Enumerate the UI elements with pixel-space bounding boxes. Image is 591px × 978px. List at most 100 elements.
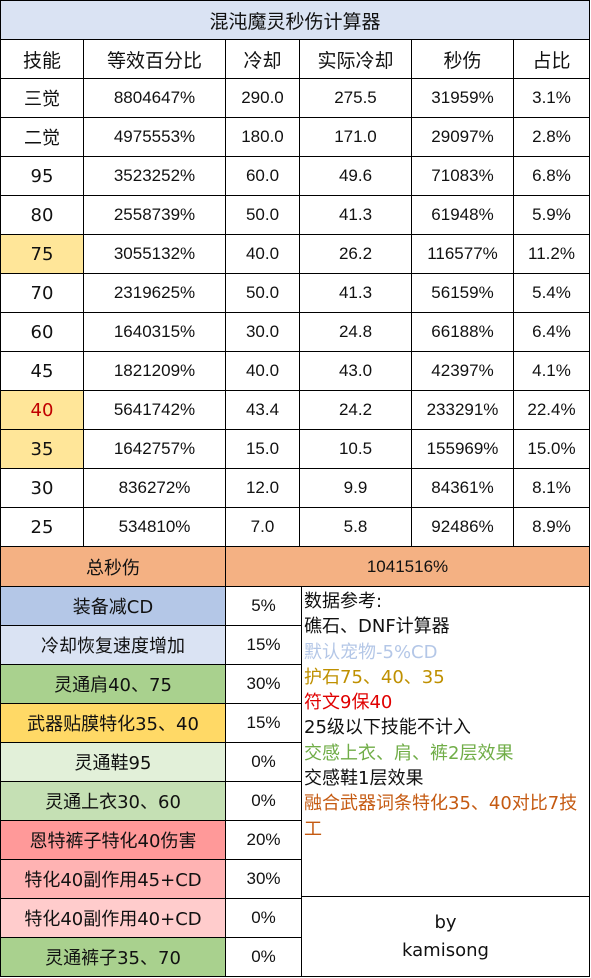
table-cell: 8804647%	[84, 79, 226, 118]
modifier-value: 15%	[226, 704, 302, 743]
column-header: 冷却	[226, 40, 300, 79]
skill-name-cell: 三觉	[0, 79, 84, 118]
modifier-label: 装备减CD	[0, 587, 226, 626]
note-line: 护石75、40、35	[304, 666, 445, 688]
notes-panel: 数据参考: 礁石、DNF计算器 默认宠物-5%CD 护石75、40、35 符文9保40 2…	[302, 587, 590, 897]
modifier-value: 0%	[226, 782, 302, 821]
modifier-label: 特化40副作用40+CD	[0, 899, 226, 938]
skill-name-cell: 70	[0, 274, 84, 313]
total-dps-label: 总秒伤	[0, 547, 226, 587]
table-cell: 7.0	[226, 508, 300, 547]
modifier-label: 武器贴膜特化35、40	[0, 704, 226, 743]
modifier-label: 冷却恢复速度增加	[0, 626, 226, 665]
table-cell: 836272%	[84, 469, 226, 508]
column-header: 实际冷却	[300, 40, 412, 79]
table-cell: 49.6	[300, 157, 412, 196]
signature: by kamisong	[302, 897, 590, 977]
note-line: 数据参考:	[304, 591, 383, 612]
table-cell: 92486%	[412, 508, 514, 547]
table-cell: 43.0	[300, 352, 412, 391]
table-cell: 116577%	[412, 235, 514, 274]
table-cell: 4975553%	[84, 118, 226, 157]
table-cell: 290.0	[226, 79, 300, 118]
table-cell: 29097%	[412, 118, 514, 157]
table-cell: 60.0	[226, 157, 300, 196]
table-cell: 56159%	[412, 274, 514, 313]
table-cell: 5641742%	[84, 391, 226, 430]
modifier-value: 20%	[226, 821, 302, 860]
table-cell: 180.0	[226, 118, 300, 157]
skill-name-cell: 60	[0, 313, 84, 352]
modifier-value: 15%	[226, 626, 302, 665]
table-cell: 9.9	[300, 469, 412, 508]
column-header: 技能	[0, 40, 84, 79]
table-cell: 24.2	[300, 391, 412, 430]
table-cell: 3523252%	[84, 157, 226, 196]
table-cell: 10.5	[300, 430, 412, 469]
table-cell: 2558739%	[84, 196, 226, 235]
table-cell: 5.8	[300, 508, 412, 547]
table-cell: 6.8%	[514, 157, 590, 196]
skill-name-cell: 95	[0, 157, 84, 196]
skill-name-cell: 75	[0, 235, 84, 274]
column-header: 秒伤	[412, 40, 514, 79]
column-header: 等效百分比	[84, 40, 226, 79]
modifier-label: 灵通上衣30、60	[0, 782, 226, 821]
note-line: 交感鞋1层效果	[304, 768, 424, 790]
table-cell: 22.4%	[514, 391, 590, 430]
modifier-label: 特化40副作用45+CD	[0, 860, 226, 899]
note-line: 默认宠物-5%CD	[304, 641, 438, 663]
table-cell: 31959%	[412, 79, 514, 118]
table-cell: 155969%	[412, 430, 514, 469]
table-cell: 1640315%	[84, 313, 226, 352]
table-cell: 8.9%	[514, 508, 590, 547]
modifier-label: 灵通裤子35、70	[0, 938, 226, 977]
skill-name-cell: 45	[0, 352, 84, 391]
table-cell: 40.0	[226, 352, 300, 391]
table-cell: 26.2	[300, 235, 412, 274]
table-cell: 84361%	[412, 469, 514, 508]
table-cell: 5.4%	[514, 274, 590, 313]
table-cell: 40.0	[226, 235, 300, 274]
skill-name-cell: 80	[0, 196, 84, 235]
table-cell: 61948%	[412, 196, 514, 235]
table-cell: 50.0	[226, 274, 300, 313]
table-cell: 5.9%	[514, 196, 590, 235]
table-cell: 11.2%	[514, 235, 590, 274]
table-cell: 30.0	[226, 313, 300, 352]
note-line: 交感上衣、肩、裤2层效果	[304, 742, 514, 764]
table-cell: 2319625%	[84, 274, 226, 313]
skill-name-cell: 二觉	[0, 118, 84, 157]
note-line: 25级以下技能不计入	[304, 717, 471, 739]
note-line: 融合武器词条特化35、40对比7技工	[304, 793, 578, 840]
signature-by: by	[434, 911, 457, 933]
table-cell: 1821209%	[84, 352, 226, 391]
total-dps-value: 1041516%	[226, 547, 590, 587]
table-cell: 534810%	[84, 508, 226, 547]
table-cell: 43.4	[226, 391, 300, 430]
table-cell: 41.3	[300, 196, 412, 235]
table-cell: 12.0	[226, 469, 300, 508]
note-line: 符文9保40	[304, 692, 393, 714]
table-cell: 8.1%	[514, 469, 590, 508]
modifier-label: 恩特裤子特化40伤害	[0, 821, 226, 860]
table-cell: 2.8%	[514, 118, 590, 157]
table-cell: 275.5	[300, 79, 412, 118]
table-cell: 233291%	[412, 391, 514, 430]
modifier-value: 5%	[226, 587, 302, 626]
table-cell: 42397%	[412, 352, 514, 391]
table-cell: 3055132%	[84, 235, 226, 274]
table-cell: 6.4%	[514, 313, 590, 352]
table-cell: 4.1%	[514, 352, 590, 391]
table-cell: 1642757%	[84, 430, 226, 469]
note-line: 礁石、DNF计算器	[304, 616, 450, 638]
table-cell: 171.0	[300, 118, 412, 157]
modifier-label: 灵通肩40、75	[0, 665, 226, 704]
skill-name-cell: 25	[0, 508, 84, 547]
modifier-value: 30%	[226, 860, 302, 899]
skill-name-cell: 30	[0, 469, 84, 508]
modifier-value: 0%	[226, 743, 302, 782]
column-header: 占比	[514, 40, 590, 79]
table-cell: 15.0	[226, 430, 300, 469]
